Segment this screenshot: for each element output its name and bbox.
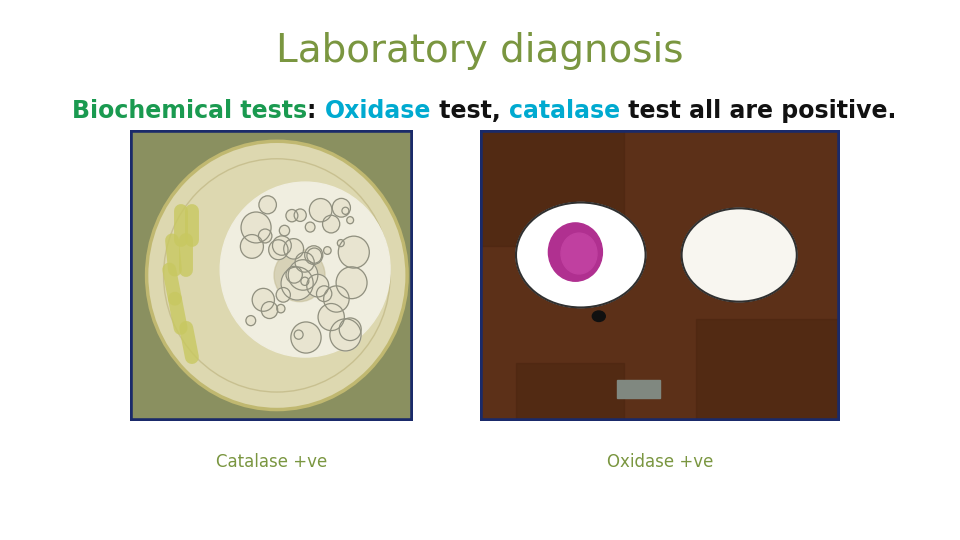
Circle shape — [294, 330, 303, 339]
Circle shape — [294, 209, 306, 221]
Circle shape — [276, 287, 290, 302]
Bar — [616, 380, 660, 398]
Circle shape — [307, 274, 328, 297]
Circle shape — [300, 277, 309, 286]
Circle shape — [295, 252, 314, 272]
Circle shape — [259, 196, 276, 214]
Circle shape — [330, 319, 361, 351]
Circle shape — [317, 286, 332, 302]
Circle shape — [241, 212, 271, 243]
Circle shape — [291, 322, 321, 353]
Circle shape — [304, 246, 323, 265]
Circle shape — [261, 302, 277, 319]
Circle shape — [338, 236, 370, 268]
Circle shape — [342, 207, 348, 214]
Circle shape — [288, 260, 318, 290]
Circle shape — [309, 199, 332, 222]
Circle shape — [286, 266, 302, 283]
Circle shape — [252, 288, 275, 311]
Ellipse shape — [548, 223, 603, 281]
Circle shape — [339, 318, 361, 341]
Circle shape — [336, 267, 367, 299]
Circle shape — [323, 215, 340, 233]
Circle shape — [258, 229, 272, 243]
Bar — [516, 363, 624, 421]
Circle shape — [273, 236, 291, 255]
Circle shape — [347, 217, 353, 224]
Circle shape — [305, 222, 315, 232]
Circle shape — [281, 267, 313, 300]
Ellipse shape — [561, 233, 597, 274]
Circle shape — [516, 202, 645, 307]
Circle shape — [682, 208, 797, 302]
Circle shape — [318, 303, 345, 330]
Circle shape — [246, 315, 255, 326]
Circle shape — [324, 247, 331, 254]
Text: Oxidase: Oxidase — [324, 99, 431, 123]
Text: Oxidase +ve: Oxidase +ve — [608, 453, 713, 471]
Circle shape — [274, 249, 325, 302]
Bar — [480, 130, 624, 246]
Circle shape — [284, 239, 303, 259]
Text: Biochemical tests: Biochemical tests — [72, 99, 307, 123]
Circle shape — [307, 248, 322, 263]
Circle shape — [279, 225, 290, 236]
Circle shape — [269, 240, 288, 260]
Circle shape — [276, 305, 285, 313]
Bar — [696, 319, 840, 421]
Circle shape — [332, 198, 350, 217]
Text: :: : — [307, 99, 324, 123]
Circle shape — [324, 286, 349, 312]
Text: test,: test, — [431, 99, 509, 123]
Circle shape — [147, 141, 407, 409]
Circle shape — [240, 234, 263, 258]
Circle shape — [592, 311, 605, 321]
Text: catalase: catalase — [509, 99, 620, 123]
Text: Catalase +ve: Catalase +ve — [216, 453, 327, 471]
Circle shape — [337, 240, 345, 247]
Circle shape — [286, 210, 298, 222]
Text: Laboratory diagnosis: Laboratory diagnosis — [276, 32, 684, 70]
Circle shape — [220, 182, 390, 357]
Text: test all are positive.: test all are positive. — [620, 99, 897, 123]
